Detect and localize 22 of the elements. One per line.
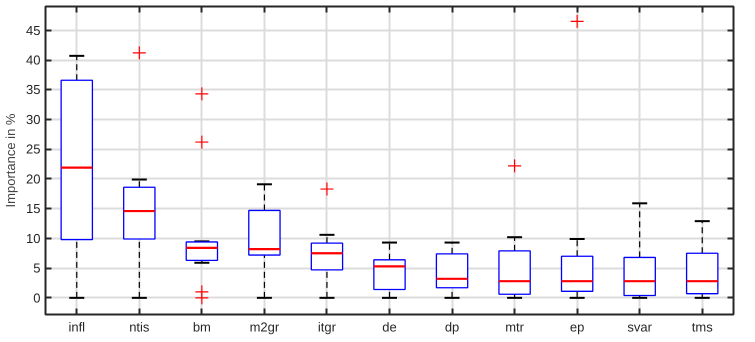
y-tick-label: 40: [26, 52, 41, 68]
x-tick-label: infl: [68, 320, 86, 334]
x-tick-label: de: [382, 320, 397, 334]
x-tick-label: mtr: [505, 320, 525, 334]
y-tick-label: 30: [26, 112, 41, 127]
y-tick-label: 0: [33, 290, 41, 306]
x-tick-label: svar: [627, 320, 653, 334]
y-tick-label: 15: [26, 201, 41, 216]
x-tick-label: m2gr: [250, 320, 280, 334]
y-tick-label: 20: [26, 171, 41, 186]
y-tick-label: 45: [26, 22, 41, 38]
x-tick-label: itgr: [318, 320, 337, 334]
y-tick-label: 35: [26, 82, 41, 98]
y-tick-label: 5: [33, 260, 41, 276]
y-axis-title: Importance in %: [3, 113, 18, 208]
x-tick-label: bm: [192, 320, 211, 334]
x-tick-label: ep: [570, 320, 584, 334]
y-tick-label: 10: [26, 230, 41, 246]
x-tick-label: tms: [692, 320, 714, 334]
x-tick-label: ntis: [129, 320, 150, 334]
x-tick-label: dp: [444, 320, 460, 334]
y-tick-label: 25: [26, 142, 41, 157]
